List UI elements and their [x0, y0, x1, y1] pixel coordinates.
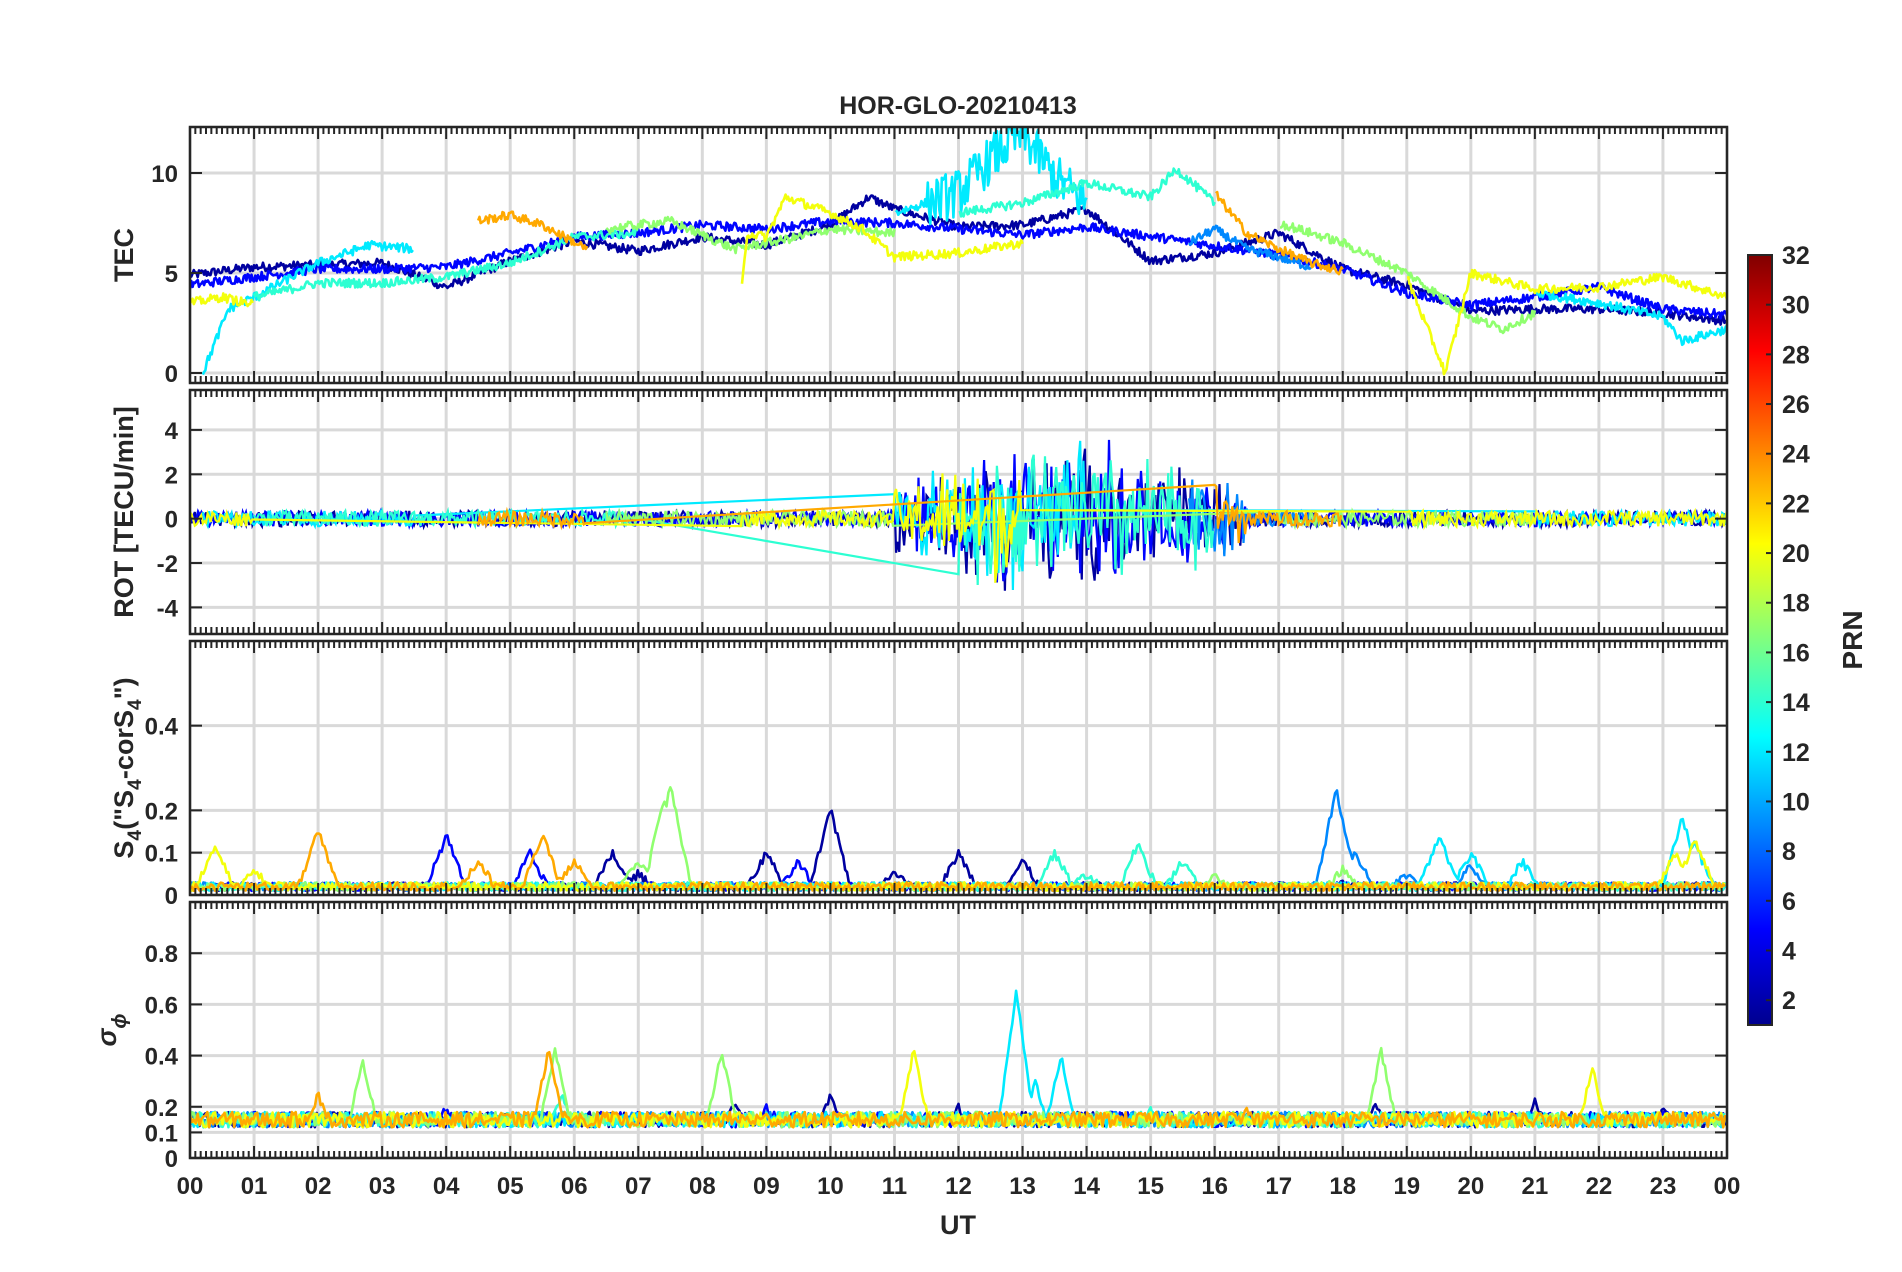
y-axis-label-tec: TEC: [109, 228, 139, 282]
y-axis-label-rot: ROT [TECU/min]: [109, 406, 139, 617]
y-tick-label: 4: [165, 418, 179, 445]
colorbar-tick-label: 8: [1782, 838, 1796, 866]
colorbar-tick-label: 22: [1782, 490, 1810, 518]
panel-sigma-series: [190, 989, 1727, 1129]
y-axis-label-phi-subscript: ϕ: [109, 1013, 131, 1028]
colorbar-tick-label: 12: [1782, 739, 1810, 767]
y-tick-label: -4: [157, 595, 179, 622]
x-tick-label: 20: [1457, 1173, 1484, 1200]
y-tick-label: 0: [165, 883, 178, 910]
colorbar-tick-label: 2: [1782, 987, 1796, 1015]
panel-rot-series: [190, 439, 1727, 591]
x-tick-label: 00: [1714, 1173, 1741, 1200]
y-tick-label: 0.8: [145, 941, 178, 968]
colorbar-tick-label: 20: [1782, 540, 1810, 568]
panel-sigma: 00.10.2 0.4 0.6 0.8 σϕ: [92, 900, 1729, 1173]
tec-series-prn-23: [476, 190, 1344, 276]
y-tick-label: 0.2: [145, 1095, 178, 1122]
x-tick-label: 18: [1329, 1173, 1356, 1200]
x-tick-label: 16: [1201, 1173, 1228, 1200]
x-tick-label: 00: [177, 1173, 204, 1200]
chart-title: HOR-GLO-20210413: [839, 92, 1077, 120]
x-tick-label: 04: [433, 1173, 460, 1200]
colorbar-label: PRN: [1837, 610, 1868, 669]
colorbar-tick-label: 16: [1782, 639, 1810, 667]
x-tick-label: 07: [625, 1173, 652, 1200]
panel-rot: -4 -2 0 2 4 ROT [TECU/min]: [109, 388, 1729, 636]
sigma-series-prn-23: [190, 1050, 1727, 1129]
y-tick-label: 0.6: [145, 992, 178, 1019]
x-tick-label: 14: [1073, 1173, 1100, 1200]
tec-series-prn-2: [190, 194, 1727, 326]
panel-s4: 00.10.20.4S4 ("S4 -corS4 "): [109, 639, 1729, 910]
x-tick-label: 21: [1522, 1173, 1549, 1200]
y-axis-label-part: ("S: [109, 790, 139, 830]
rot-series-prn-12: [201, 440, 1727, 591]
x-tick-label: 02: [305, 1173, 332, 1200]
y-axis-label-s4: S4 ("S4 -corS4 "): [109, 677, 146, 858]
colorbar-tick-label: 6: [1782, 888, 1796, 916]
x-tick-label: 01: [241, 1173, 268, 1200]
y-tick-label: 2: [165, 462, 178, 489]
y-tick-label: -2: [157, 551, 178, 578]
tec-series-prn-20: [190, 193, 1727, 376]
rot-series-prn-20: [190, 473, 1727, 583]
y-axis-label-part: S: [109, 841, 139, 859]
y-tick-label: 0.1: [145, 1120, 178, 1147]
x-tick-label: 08: [689, 1173, 716, 1200]
y-tick-label: 10: [151, 161, 178, 188]
x-tick-label: 15: [1137, 1173, 1164, 1200]
y-axis-label-sigma: σϕ: [92, 1013, 131, 1046]
x-tick-label: 19: [1393, 1173, 1420, 1200]
y-tick-label: 0.4: [145, 1044, 179, 1071]
y-axis-label-part: 4: [125, 830, 146, 841]
x-tick-label: 10: [817, 1173, 844, 1200]
rot-series-prn-23: [477, 483, 1343, 544]
y-axis-label-part: 4: [125, 699, 146, 710]
colorbar-tick-label: 24: [1782, 441, 1810, 469]
colorbar-tick-label: 26: [1782, 391, 1810, 419]
y-axis-label-part: "): [109, 677, 139, 699]
x-tick-label: 12: [945, 1173, 972, 1200]
colorbar-gradient: [1747, 254, 1773, 1026]
x-tick-label: 06: [561, 1173, 588, 1200]
y-tick-label: 0: [165, 507, 178, 534]
x-tick-label: 22: [1586, 1173, 1613, 1200]
x-tick-label: 09: [753, 1173, 780, 1200]
x-tick-label: 17: [1265, 1173, 1292, 1200]
panel-tec-series: [190, 127, 1727, 376]
x-tick-label: 03: [369, 1173, 396, 1200]
tec-series-prn-17: [605, 215, 1537, 335]
tec-series-prn-5: [190, 215, 1727, 320]
x-axis-label: UT: [940, 1210, 976, 1240]
colorbar-tick-label: 28: [1782, 341, 1810, 369]
x-tick-label: 13: [1009, 1173, 1036, 1200]
x-tick-label: 23: [1650, 1173, 1677, 1200]
tec-series-prn-14: [252, 167, 1216, 302]
colorbar-tick-label: 32: [1782, 242, 1810, 270]
y-tick-label: 0.1: [145, 841, 178, 868]
colorbar-tick-label: 18: [1782, 590, 1810, 618]
x-tick-label: 11: [882, 1173, 907, 1200]
y-tick-label: 5: [165, 261, 178, 288]
colorbar-tick-label: 4: [1782, 937, 1796, 965]
y-axis-label-part: 4: [125, 779, 146, 790]
colorbar-tick-label: 14: [1782, 689, 1810, 717]
x-tick-label: 05: [497, 1173, 524, 1200]
y-tick-label: 0: [165, 361, 178, 388]
tec-series-prn-9: [1188, 224, 1312, 271]
colorbar-tick-label: 30: [1782, 292, 1810, 320]
y-axis-label-part: -corS: [109, 710, 139, 779]
y-axis-label-sigma-symbol: σ: [92, 1028, 122, 1047]
colorbar-tick-label: 10: [1782, 788, 1810, 816]
y-tick-label: 0.4: [145, 714, 179, 741]
panel-tec: 0 5 10 TEC: [109, 125, 1729, 388]
y-tick-label: 0: [165, 1146, 178, 1173]
y-tick-label: 0.2: [145, 798, 178, 825]
